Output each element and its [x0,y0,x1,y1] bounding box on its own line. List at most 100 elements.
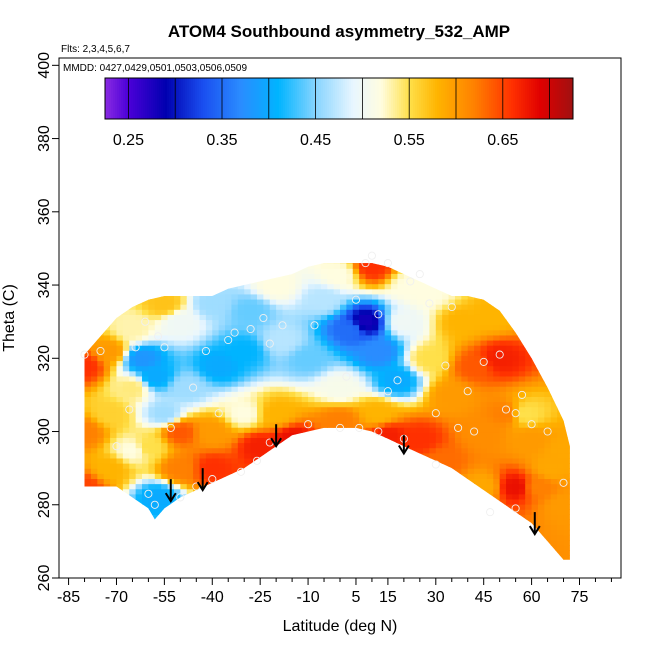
heatmap-cell [142,329,150,336]
heatmap-cell [301,380,309,387]
heatmap-cell [167,473,175,479]
heatmap-cell [486,355,494,362]
heatmap-cell [148,380,156,387]
heatmap-cell [205,314,213,321]
heatmap-cell [237,437,245,444]
heatmap-cell [467,427,475,433]
heatmap-cell [333,298,341,305]
heatmap-cell [231,411,239,418]
heatmap-cell [173,370,181,377]
heatmap-cell [378,329,386,336]
heatmap-cell [314,380,322,387]
heatmap-cell [193,365,201,372]
heatmap-cell [269,350,277,356]
heatmap-cell [486,360,494,367]
heatmap-cell [129,375,137,382]
data-point [80,350,89,359]
heatmap-cell [129,396,137,403]
heatmap-cell [359,375,367,382]
heatmap-cell [531,478,539,485]
heatmap-cell [416,447,424,454]
heatmap-cell [288,396,296,403]
heatmap-cell [365,427,373,433]
heatmap-cell [314,334,322,341]
heatmap-cell [506,457,514,464]
heatmap-cell [499,488,507,495]
heatmap-cell [295,350,303,356]
heatmap-cell [486,375,494,382]
heatmap-cell [129,463,137,469]
heatmap-cell [148,463,156,469]
heatmap-cell [237,386,245,392]
heatmap-cell [308,350,316,356]
heatmap-cell [499,370,507,377]
heatmap-cell [212,334,220,341]
heatmap-cell [180,447,188,454]
heatmap-cell [435,355,443,362]
heatmap-cell [340,396,347,403]
heatmap-cell [359,355,367,362]
heatmap-cell [205,386,213,392]
heatmap-cell [122,473,130,479]
heatmap-cell [506,483,514,490]
heatmap-cell [563,468,570,474]
heatmap-cell [461,370,469,377]
heatmap-cell [148,432,156,438]
heatmap-cell [244,339,252,346]
heatmap-cell [167,427,175,433]
heatmap-cell [486,319,494,326]
heatmap-cell [199,447,207,454]
heatmap-cell [161,452,169,459]
heatmap-cell [371,406,379,413]
heatmap-cell [97,391,105,397]
heatmap-cell [90,463,98,469]
heatmap-cell [486,391,494,397]
heatmap-cell [506,401,514,408]
heatmap-cell [448,314,456,321]
heatmap-cell [212,380,220,387]
heatmap-cell [225,304,233,310]
heatmap-cell [486,345,494,351]
heatmap-cell [467,365,475,372]
heatmap-cell [193,473,201,479]
heatmap-cell [244,309,252,315]
heatmap-cell [537,463,545,469]
heatmap-cell [225,314,233,321]
heatmap-cell [397,334,405,341]
heatmap-cell [301,355,309,362]
heatmap-cell [518,509,526,515]
heatmap-cell [282,401,290,408]
heatmap-cell [384,339,392,346]
heatmap-cell [218,309,226,315]
heatmap-cell [193,411,201,418]
heatmap-cell [493,391,501,397]
heatmap-cell [180,380,188,387]
heatmap-cell [429,365,437,372]
heatmap-cell [371,386,379,392]
heatmap-cell [225,437,233,444]
heatmap-cell [237,406,245,413]
heatmap-cell [250,380,258,387]
heatmap-cell [116,370,124,377]
heatmap-cell [506,422,514,428]
heatmap-cell [205,422,213,428]
heatmap-cell [563,519,570,526]
heatmap-cell [180,396,188,403]
heatmap-cell [110,447,118,454]
heatmap-cell [263,375,271,382]
heatmap-cell [129,304,137,310]
heatmap-cell [180,391,188,397]
heatmap-cell [531,509,539,515]
heatmap-cell [391,406,399,413]
heatmap-cell [448,360,456,367]
heatmap-cell [327,416,335,423]
heatmap-cell [550,447,558,454]
heatmap-cell [474,329,482,336]
heatmap-cell [225,427,233,433]
heatmap-cell [288,422,296,428]
heatmap-cell [474,447,482,454]
heatmap-cell [301,427,309,433]
heatmap-cell [244,293,252,300]
heatmap-cell [154,380,162,387]
heatmap-cell [84,411,92,418]
